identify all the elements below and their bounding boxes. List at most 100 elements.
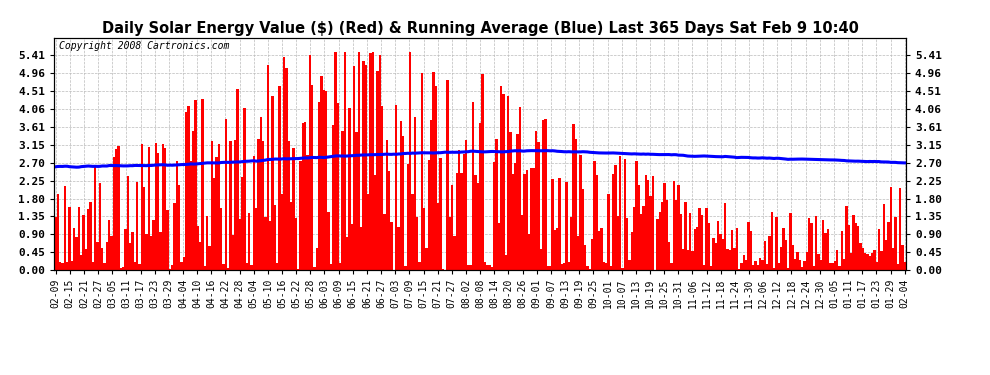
Bar	[640, 214, 643, 270]
Bar	[59, 262, 61, 270]
Bar	[880, 251, 882, 270]
Bar	[817, 255, 820, 270]
Bar	[763, 241, 766, 270]
Bar	[694, 230, 696, 270]
Bar	[472, 102, 474, 270]
Bar	[80, 255, 82, 270]
Bar	[353, 66, 355, 270]
Bar	[244, 108, 246, 270]
Bar	[636, 161, 638, 270]
Bar	[316, 248, 318, 270]
Bar	[92, 262, 94, 270]
Bar	[141, 144, 144, 270]
Bar	[355, 132, 357, 270]
Bar	[551, 179, 553, 270]
Bar	[847, 225, 849, 270]
Bar	[759, 258, 761, 270]
Bar	[668, 242, 670, 270]
Bar	[857, 226, 859, 270]
Bar	[708, 223, 710, 270]
Bar	[404, 266, 407, 270]
Bar	[383, 214, 386, 270]
Bar	[285, 68, 288, 270]
Bar	[129, 243, 132, 270]
Bar	[234, 140, 237, 270]
Bar	[78, 207, 80, 270]
Bar	[622, 268, 624, 270]
Bar	[861, 248, 864, 270]
Bar	[395, 105, 397, 270]
Bar	[381, 106, 383, 270]
Bar	[433, 72, 435, 270]
Bar	[803, 261, 806, 270]
Bar	[531, 168, 533, 270]
Bar	[626, 219, 629, 270]
Bar	[682, 249, 684, 270]
Bar	[890, 187, 892, 270]
Bar	[460, 173, 462, 270]
Bar	[546, 266, 549, 270]
Bar	[269, 220, 271, 270]
Bar	[248, 213, 250, 270]
Bar	[885, 240, 887, 270]
Bar	[337, 103, 339, 270]
Bar	[603, 262, 605, 270]
Bar	[113, 157, 115, 270]
Bar	[845, 207, 847, 270]
Bar	[507, 96, 509, 270]
Bar	[63, 186, 66, 270]
Bar	[176, 162, 178, 270]
Bar	[710, 266, 712, 270]
Bar	[484, 262, 486, 270]
Bar	[741, 263, 742, 270]
Bar	[407, 164, 409, 270]
Bar	[607, 194, 610, 270]
Bar	[498, 223, 500, 270]
Bar	[553, 230, 556, 270]
Bar	[66, 262, 68, 270]
Bar	[677, 185, 679, 270]
Bar	[836, 250, 839, 270]
Bar	[605, 263, 607, 270]
Bar	[535, 131, 538, 270]
Bar	[451, 185, 453, 270]
Bar	[159, 232, 161, 270]
Bar	[549, 266, 551, 270]
Bar	[344, 52, 346, 270]
Bar	[488, 265, 491, 270]
Bar	[161, 144, 164, 270]
Bar	[437, 203, 440, 270]
Bar	[715, 243, 717, 270]
Bar	[633, 207, 636, 270]
Bar	[712, 238, 715, 270]
Bar	[524, 174, 526, 270]
Bar	[299, 161, 302, 270]
Bar	[122, 267, 125, 270]
Bar	[512, 174, 514, 270]
Bar	[493, 162, 495, 270]
Bar	[462, 154, 465, 270]
Bar	[402, 136, 404, 270]
Bar	[691, 251, 694, 270]
Bar	[703, 266, 705, 270]
Bar	[164, 148, 166, 270]
Bar	[894, 217, 897, 270]
Bar	[239, 219, 241, 270]
Bar	[505, 255, 507, 270]
Bar	[225, 119, 227, 270]
Bar	[367, 195, 369, 270]
Bar	[794, 259, 796, 270]
Bar	[132, 232, 134, 270]
Bar	[465, 140, 467, 270]
Bar	[787, 268, 789, 270]
Bar	[266, 65, 269, 270]
Bar	[323, 90, 325, 270]
Bar	[199, 242, 201, 270]
Bar	[232, 235, 234, 270]
Bar	[624, 159, 626, 270]
Bar	[428, 159, 430, 270]
Bar	[419, 262, 421, 270]
Bar	[295, 218, 297, 270]
Bar	[897, 264, 899, 270]
Bar	[572, 124, 574, 270]
